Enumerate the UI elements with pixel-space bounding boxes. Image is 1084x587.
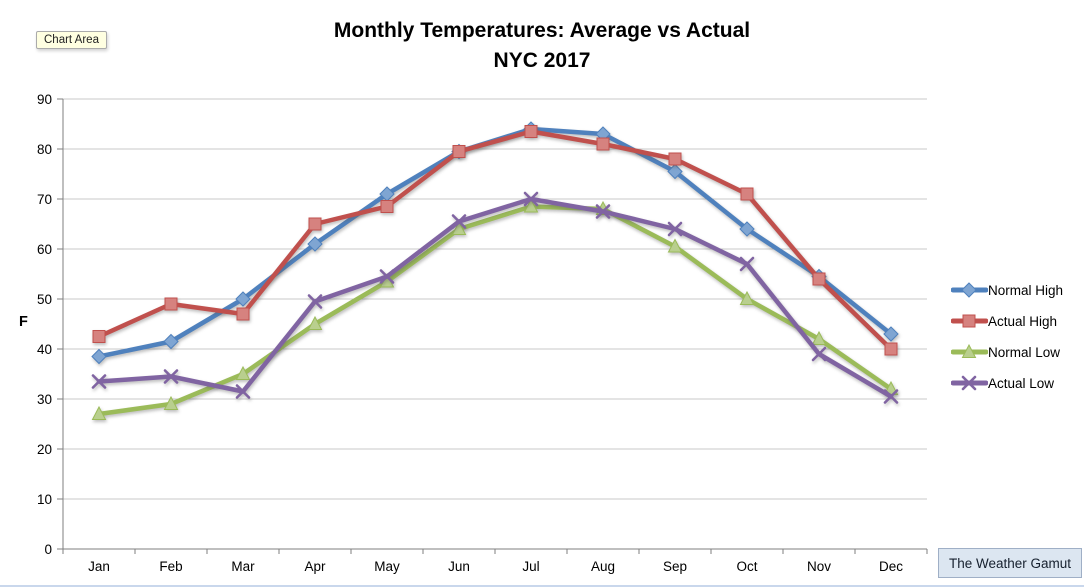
actual-high-marker[interactable]: [884, 342, 898, 356]
legend-marker-glyph[interactable]: [961, 282, 977, 298]
actual-high-marker[interactable]: [812, 272, 826, 286]
y-tick-label: 90: [37, 92, 52, 107]
chart-title-line1: Monthly Temperatures: Average vs Actual: [333, 19, 751, 42]
chart-legend: Normal High Actual High Normal Low Actual L…: [951, 282, 1063, 391]
y-tick-label: 10: [37, 492, 52, 507]
x-tick-label-may: May: [374, 559, 400, 574]
actual-high-marker[interactable]: [596, 137, 610, 151]
actual-high-marker[interactable]: [452, 145, 466, 158]
series-actual-low: [91, 191, 899, 404]
legend-item-actual-low[interactable]: Actual Low: [951, 375, 1063, 391]
normal-high-marker[interactable]: [739, 221, 755, 237]
normal-high-marker[interactable]: [883, 326, 899, 342]
chart-title-line2: NYC 2017: [493, 49, 591, 72]
weather-gamut-badge[interactable]: The Weather Gamut: [938, 548, 1082, 578]
actual-high-marker[interactable]: [740, 187, 754, 201]
actual-high-marker[interactable]: [380, 200, 394, 213]
y-tick-label: 0: [44, 542, 52, 557]
normal-low-marker[interactable]: [235, 365, 251, 380]
normal-low-marker[interactable]: [163, 395, 179, 410]
actual-high-marker[interactable]: [92, 330, 106, 343]
actual-low-marker[interactable]: [595, 204, 611, 219]
page-bottom-border: [0, 585, 1084, 587]
actual-high-marker[interactable]: [164, 297, 178, 311]
x-tick-label-jun: Jun: [448, 559, 470, 574]
x-tick-label-jul: Jul: [522, 559, 539, 574]
legend-marker-square-icon: [951, 314, 988, 328]
y-tick-label: 50: [37, 292, 52, 307]
normal-low-marker[interactable]: [307, 315, 323, 330]
actual-low-line[interactable]: [96, 196, 894, 399]
x-tick-label-feb: Feb: [159, 559, 182, 574]
legend-item-normal-high[interactable]: Normal High: [951, 282, 1063, 298]
legend-marker-glyph[interactable]: [962, 314, 976, 328]
series-normal-high: [91, 121, 899, 365]
legend-item-normal-low[interactable]: Normal Low: [951, 344, 1063, 360]
x-tick-label-aug: Aug: [591, 559, 615, 574]
legend-marker-triangle-icon: [951, 344, 988, 358]
legend-label: Actual High: [988, 313, 1058, 329]
chart-title: Monthly Temperatures: Average vs Actual …: [0, 16, 1084, 76]
x-tick-label-nov: Nov: [807, 559, 831, 574]
actual-low-marker[interactable]: [811, 346, 827, 362]
legend-marker-glyph[interactable]: [961, 344, 977, 358]
normal-high-line[interactable]: [96, 126, 894, 359]
normal-low-marker[interactable]: [811, 330, 827, 345]
normal-low-marker[interactable]: [667, 238, 683, 253]
y-tick-label: 20: [37, 442, 52, 457]
actual-low-marker[interactable]: [667, 221, 683, 237]
normal-high-marker[interactable]: [307, 236, 323, 252]
chart-area-tooltip: Chart Area: [36, 31, 107, 49]
legend-label: Actual Low: [988, 375, 1055, 391]
legend-label: Normal Low: [988, 344, 1061, 360]
actual-high-marker[interactable]: [668, 152, 682, 166]
legend-label: Normal High: [988, 282, 1064, 298]
x-tick-label-dec: Dec: [879, 559, 903, 574]
y-tick-label: 40: [37, 342, 52, 357]
legend-item-actual-high[interactable]: Actual High: [951, 313, 1063, 329]
x-tick-label-mar: Mar: [231, 559, 255, 574]
actual-low-marker[interactable]: [379, 269, 395, 284]
actual-low-marker[interactable]: [523, 191, 539, 207]
y-tick-label: 80: [37, 142, 52, 157]
normal-low-marker[interactable]: [523, 198, 539, 213]
actual-high-line[interactable]: [96, 129, 894, 352]
normal-high-marker[interactable]: [163, 333, 179, 350]
x-tick-label-oct: Oct: [736, 559, 757, 574]
normal-high-marker[interactable]: [667, 163, 683, 180]
y-tick-label: 30: [37, 392, 52, 407]
x-tick-label-sep: Sep: [663, 559, 687, 574]
normal-high-marker[interactable]: [91, 348, 107, 365]
y-tick-label: 70: [37, 192, 52, 207]
legend-marker-glyph[interactable]: [961, 375, 977, 391]
actual-low-marker[interactable]: [307, 294, 323, 309]
actual-high-marker[interactable]: [524, 125, 538, 138]
actual-high-marker[interactable]: [308, 217, 322, 231]
normal-low-marker[interactable]: [451, 220, 467, 235]
legend-marker-diamond-icon: [951, 282, 988, 298]
x-tick-label-jan: Jan: [88, 559, 110, 574]
actual-low-marker[interactable]: [739, 256, 755, 272]
y-tick-label: 60: [37, 242, 52, 257]
y-axis-title: F: [19, 314, 28, 330]
normal-low-marker[interactable]: [91, 405, 107, 420]
actual-low-marker[interactable]: [91, 374, 107, 389]
actual-low-marker[interactable]: [451, 214, 467, 229]
actual-high-marker[interactable]: [236, 307, 250, 321]
normal-high-marker[interactable]: [235, 291, 251, 307]
actual-low-marker[interactable]: [163, 369, 179, 384]
series-actual-high: [92, 125, 898, 356]
legend-marker-x-icon: [951, 375, 988, 391]
actual-low-marker[interactable]: [883, 389, 899, 404]
normal-low-line[interactable]: [96, 204, 894, 417]
x-tick-label-apr: Apr: [304, 559, 326, 574]
normal-low-marker[interactable]: [739, 290, 755, 305]
actual-low-marker[interactable]: [235, 384, 251, 399]
